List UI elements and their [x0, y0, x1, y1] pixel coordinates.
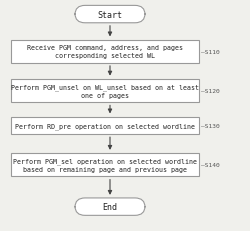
Text: –S120: –S120 — [201, 89, 220, 94]
Text: –S110: –S110 — [201, 49, 220, 55]
Text: –S130: –S130 — [201, 123, 220, 128]
Text: Start: Start — [98, 11, 122, 19]
Text: Perform PGM_sel operation on selected wordline
based on remaining page and previ: Perform PGM_sel operation on selected wo… — [13, 158, 197, 173]
FancyBboxPatch shape — [11, 80, 199, 103]
Text: Perform RD_pre operation on selected wordline: Perform RD_pre operation on selected wor… — [15, 123, 195, 129]
Text: Perform PGM_unsel on WL_unsel based on at least
one of pages: Perform PGM_unsel on WL_unsel based on a… — [11, 84, 199, 99]
FancyBboxPatch shape — [11, 40, 199, 64]
FancyBboxPatch shape — [75, 198, 145, 215]
FancyBboxPatch shape — [11, 154, 199, 177]
Text: End: End — [102, 202, 118, 211]
Text: –S140: –S140 — [201, 163, 220, 168]
FancyBboxPatch shape — [75, 6, 145, 24]
FancyBboxPatch shape — [11, 117, 199, 134]
Text: Receive PGM command, address, and pages
corresponding selected WL: Receive PGM command, address, and pages … — [27, 45, 183, 59]
